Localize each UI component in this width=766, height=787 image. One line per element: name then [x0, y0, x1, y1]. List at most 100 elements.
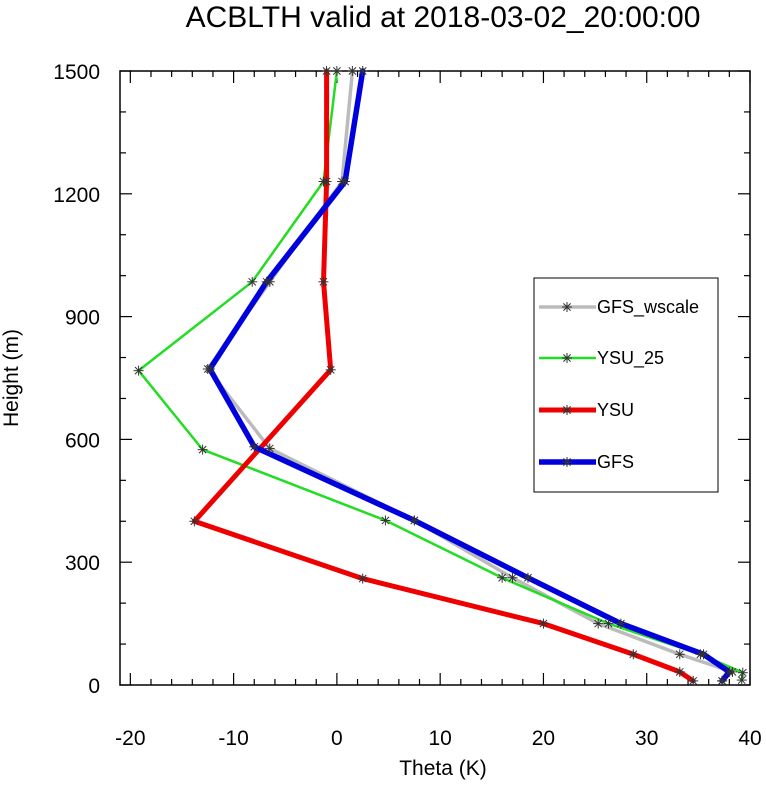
data-point-stroke [738, 668, 747, 677]
x-tick-label: -20 [115, 727, 145, 750]
data-point-stroke [198, 445, 207, 454]
legend: GFS_wscale YSU_25 YSU GFS [533, 277, 719, 493]
data-point-stroke [737, 676, 746, 685]
data-point [737, 667, 748, 678]
data-point-stroke [248, 277, 257, 286]
data-point-stroke [563, 354, 571, 362]
data-point-stroke [332, 67, 341, 75]
data-point-stroke [563, 406, 571, 414]
chart-title: ACBLTH valid at 2018-03-02_20:00:00 [186, 1, 701, 34]
data-point-stroke [348, 67, 357, 75]
legend-label: YSU [597, 400, 634, 420]
data-point [724, 666, 735, 677]
data-point [409, 515, 420, 526]
data-point [562, 302, 572, 312]
x-tick-label: -10 [218, 727, 248, 750]
plot-frame [119, 70, 751, 686]
y-axis-label: Height (m) [0, 329, 23, 427]
data-point [562, 353, 572, 363]
data-point-stroke [326, 365, 335, 374]
plot-area: -20 -10 0 10 20 30 40 0 300 600 900 1200 1500 [53, 61, 761, 750]
x-tick-label: 20 [532, 727, 555, 750]
data-point-stroke [262, 277, 271, 286]
data-point-stroke [699, 650, 708, 659]
data-point [321, 66, 332, 76]
x-tick-label: 40 [738, 727, 761, 750]
data-point [538, 618, 549, 629]
series-line-ysu [191, 68, 696, 684]
data-point [562, 457, 572, 467]
data-point [340, 176, 351, 187]
data-point [331, 66, 342, 76]
data-point [717, 675, 728, 686]
data-point-stroke [594, 619, 603, 628]
data-point [204, 363, 215, 374]
data-point-stroke [358, 67, 367, 75]
data-point [628, 649, 639, 660]
x-tick-label: 0 [331, 727, 343, 750]
data-point [325, 364, 336, 375]
data-point [380, 515, 391, 526]
data-point-stroke [319, 277, 328, 286]
data-point [522, 572, 533, 583]
data-point [674, 666, 685, 677]
data-point-stroke [604, 619, 613, 628]
data-point-stroke [250, 442, 259, 451]
data-point [736, 675, 747, 686]
data-point-stroke [265, 444, 274, 453]
data-point [357, 66, 368, 76]
data-point [347, 66, 358, 76]
data-point [593, 618, 604, 629]
legend-label: GFS [597, 452, 634, 472]
data-point-stroke [341, 177, 350, 186]
data-point [562, 405, 572, 415]
legend-box [533, 277, 719, 493]
y-tick-label: 900 [65, 307, 100, 330]
data-point-stroke [675, 667, 684, 676]
data-point [357, 573, 368, 584]
data-point-stroke [358, 574, 367, 583]
data-point [674, 649, 685, 660]
y-tick-label: 0 [88, 675, 100, 698]
data-point-stroke [322, 67, 331, 75]
data-point [321, 176, 332, 187]
data-point [189, 516, 200, 527]
x-tick-label: 30 [635, 727, 658, 750]
data-point [698, 649, 709, 660]
data-point [615, 618, 626, 629]
data-point-stroke [539, 619, 548, 628]
legend-label: GFS_wscale [597, 297, 699, 318]
y-tick-label: 1200 [53, 184, 100, 207]
y-tick-label: 1500 [53, 61, 100, 84]
data-point-stroke [322, 177, 331, 186]
data-point-stroke [689, 676, 698, 685]
data-point-stroke [725, 667, 734, 676]
data-point [603, 618, 614, 629]
legend-label: YSU_25 [597, 348, 664, 369]
data-point [247, 276, 258, 287]
data-point-stroke [523, 573, 532, 582]
data-point [688, 675, 699, 686]
x-tick-label: 10 [428, 727, 451, 750]
data-point-stroke [629, 650, 638, 659]
data-point-stroke [190, 517, 199, 526]
data-point [197, 444, 208, 455]
data-point-stroke [410, 516, 419, 525]
x-axis-label: Theta (K) [399, 757, 487, 780]
data-point-stroke [718, 676, 727, 685]
data-point-stroke [134, 366, 143, 375]
y-tick-label: 600 [65, 429, 100, 452]
data-point [507, 572, 518, 583]
data-point [264, 443, 275, 454]
data-point-stroke [498, 573, 507, 582]
y-tick-label: 300 [65, 552, 100, 575]
data-point-stroke [381, 516, 390, 525]
data-point [318, 276, 329, 287]
data-point [261, 276, 272, 287]
data-point-stroke [508, 573, 517, 582]
data-point-stroke [563, 303, 571, 311]
data-point-stroke [616, 619, 625, 628]
data-point-stroke [675, 650, 684, 659]
